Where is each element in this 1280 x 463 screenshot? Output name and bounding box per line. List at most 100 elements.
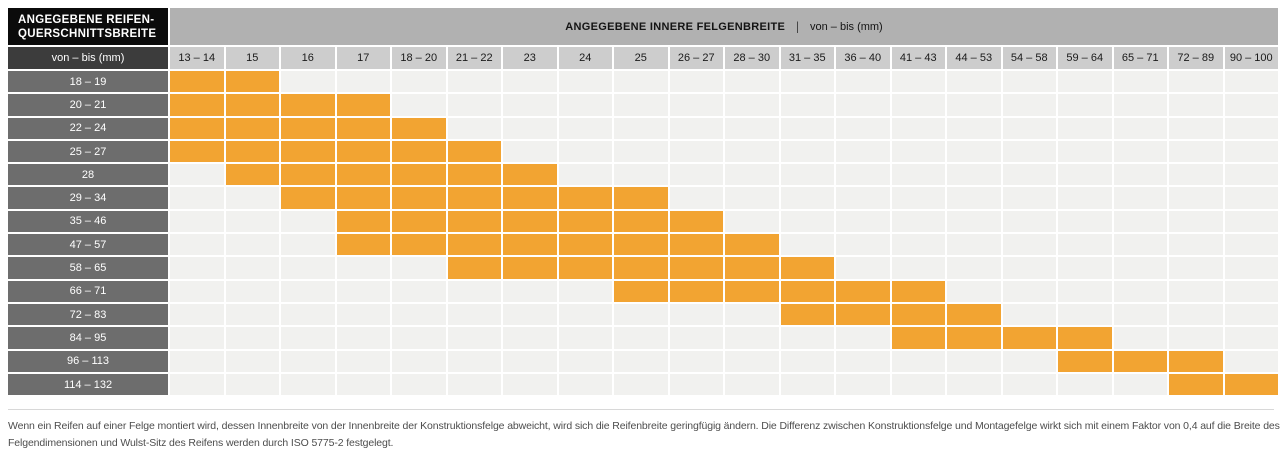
matrix-cell xyxy=(891,187,945,209)
matrix-cell xyxy=(1058,210,1112,233)
tire-width-row-label: 72 – 83 xyxy=(8,303,168,326)
rim-tire-compatibility-table: ANGEGEBENE REIFEN- QUERSCHNITTSBREITE AN… xyxy=(8,8,1278,396)
matrix-cell-compatible xyxy=(336,234,390,256)
matrix-cell xyxy=(780,327,834,349)
matrix-cell xyxy=(836,117,890,139)
matrix-cell xyxy=(392,94,446,116)
matrix-cell xyxy=(1002,303,1056,326)
footnote: Wenn ein Reifen auf einer Felge montiert… xyxy=(8,409,1280,451)
matrix-cell xyxy=(281,303,335,326)
matrix-cell xyxy=(170,187,224,209)
matrix-cell xyxy=(614,373,668,396)
matrix-cell xyxy=(614,327,668,349)
matrix-cell xyxy=(614,350,668,372)
matrix-cell-compatible xyxy=(891,303,945,326)
matrix-cell xyxy=(281,71,335,93)
matrix-cell xyxy=(447,71,501,93)
matrix-cell xyxy=(725,140,779,163)
matrix-cell-compatible xyxy=(336,94,390,116)
matrix-cell-compatible xyxy=(225,71,279,93)
matrix-cell xyxy=(1002,71,1056,93)
matrix-cell xyxy=(614,71,668,93)
matrix-cell xyxy=(170,210,224,233)
matrix-cell xyxy=(725,94,779,116)
matrix-cell xyxy=(669,71,723,93)
matrix-cell xyxy=(780,350,834,372)
matrix-cell xyxy=(947,94,1001,116)
matrix-cell xyxy=(891,257,945,279)
matrix-cell xyxy=(1224,117,1278,139)
tire-width-row-label: 35 – 46 xyxy=(8,210,168,233)
matrix-cell xyxy=(836,234,890,256)
matrix-cell-compatible xyxy=(447,210,501,233)
matrix-cell xyxy=(281,350,335,372)
matrix-cell-compatible xyxy=(780,280,834,302)
matrix-cell xyxy=(1224,327,1278,349)
matrix-cell xyxy=(1169,164,1223,186)
matrix-cell-compatible xyxy=(503,187,557,209)
matrix-cell xyxy=(170,234,224,256)
matrix-cell xyxy=(891,210,945,233)
matrix-cell xyxy=(891,373,945,396)
matrix-cell xyxy=(780,234,834,256)
matrix-cell xyxy=(447,117,501,139)
matrix-cell xyxy=(725,71,779,93)
matrix-cell xyxy=(392,280,446,302)
matrix-cell xyxy=(558,373,612,396)
rim-width-column-header: 54 – 58 xyxy=(1002,47,1056,69)
matrix-cell xyxy=(1058,257,1112,279)
matrix-cell xyxy=(1002,187,1056,209)
matrix-cell xyxy=(669,373,723,396)
matrix-cell xyxy=(1058,373,1112,396)
rim-width-column-header: 21 – 22 xyxy=(447,47,501,69)
matrix-cell xyxy=(1169,187,1223,209)
matrix-cell xyxy=(1224,187,1278,209)
matrix-cell-compatible xyxy=(392,187,446,209)
matrix-cell-compatible xyxy=(170,94,224,116)
rim-width-column-header: 36 – 40 xyxy=(836,47,890,69)
matrix-cell xyxy=(1002,164,1056,186)
matrix-cell xyxy=(891,140,945,163)
matrix-cell xyxy=(558,164,612,186)
matrix-cell xyxy=(225,257,279,279)
matrix-cell-compatible xyxy=(1113,350,1167,372)
matrix-cell xyxy=(1002,350,1056,372)
matrix-cell xyxy=(558,117,612,139)
matrix-cell xyxy=(1002,373,1056,396)
matrix-cell xyxy=(614,303,668,326)
matrix-cell-compatible xyxy=(614,257,668,279)
matrix-cell-compatible xyxy=(1169,350,1223,372)
matrix-cell xyxy=(392,350,446,372)
matrix-cell-compatible xyxy=(558,234,612,256)
matrix-cell-compatible xyxy=(170,71,224,93)
matrix-cell xyxy=(725,303,779,326)
matrix-cell xyxy=(669,140,723,163)
matrix-cell xyxy=(225,373,279,396)
matrix-cell xyxy=(170,373,224,396)
rim-width-column-header: 24 xyxy=(558,47,612,69)
matrix-cell xyxy=(1224,303,1278,326)
matrix-cell-compatible xyxy=(836,280,890,302)
matrix-cell xyxy=(1169,71,1223,93)
matrix-cell-compatible xyxy=(336,164,390,186)
matrix-cell xyxy=(1224,210,1278,233)
matrix-cell-compatible xyxy=(669,210,723,233)
matrix-cell xyxy=(170,164,224,186)
matrix-cell xyxy=(1113,280,1167,302)
matrix-cell-compatible xyxy=(725,257,779,279)
matrix-cell xyxy=(1113,140,1167,163)
rim-width-column-header: 25 xyxy=(614,47,668,69)
matrix-cell-compatible xyxy=(336,187,390,209)
matrix-cell xyxy=(503,117,557,139)
matrix-cell xyxy=(1002,140,1056,163)
matrix-cell xyxy=(836,140,890,163)
matrix-cell-compatible xyxy=(1224,373,1278,396)
matrix-cell xyxy=(669,303,723,326)
matrix-cell-compatible xyxy=(447,164,501,186)
matrix-cell xyxy=(225,280,279,302)
rim-width-column-header: 65 – 71 xyxy=(1113,47,1167,69)
matrix-cell xyxy=(447,373,501,396)
matrix-cell xyxy=(503,94,557,116)
matrix-cell xyxy=(1169,234,1223,256)
matrix-cell xyxy=(780,164,834,186)
